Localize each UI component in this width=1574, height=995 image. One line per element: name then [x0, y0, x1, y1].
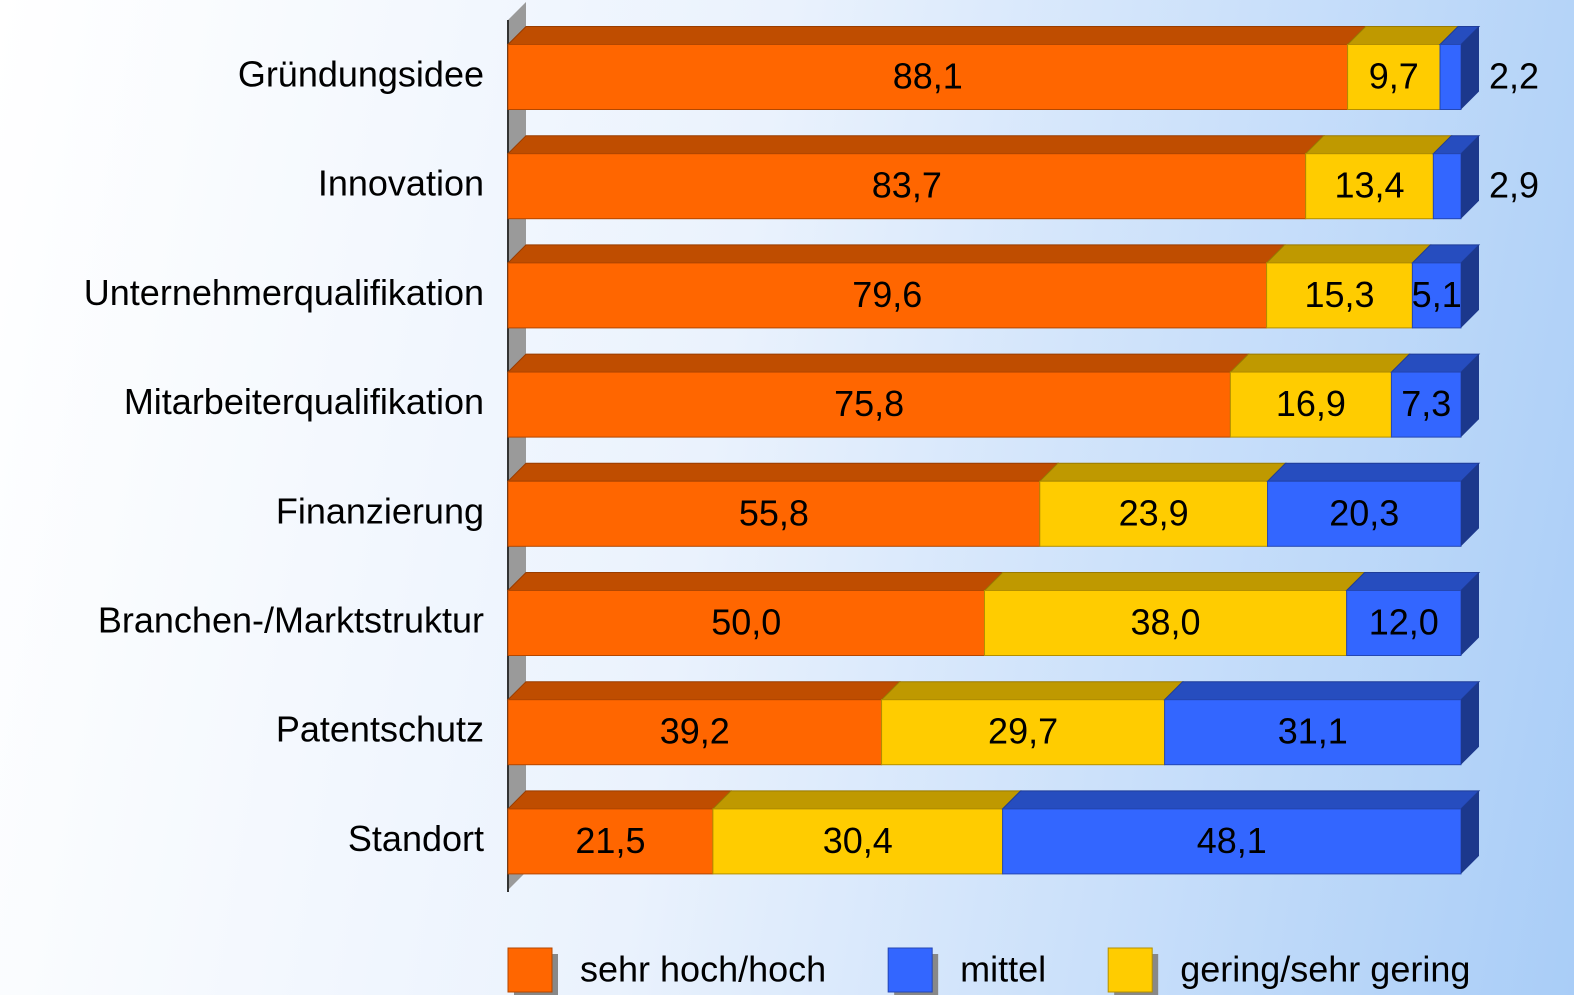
data-label: 2,9	[1489, 165, 1539, 206]
data-label: 2,2	[1489, 56, 1539, 97]
bar	[1411, 262, 1462, 329]
bar-top	[1038, 462, 1287, 482]
bar-top	[880, 681, 1184, 701]
data-label: 39,2	[660, 711, 730, 752]
bar	[1039, 480, 1269, 547]
bar-side	[1461, 354, 1479, 438]
y-tick-label: Patentschutz	[276, 709, 484, 750]
data-label: 23,9	[1119, 492, 1189, 533]
bar-top	[506, 26, 1367, 45]
legend-swatch	[1107, 947, 1153, 993]
legend-label: sehr hoch/hoch	[580, 949, 826, 990]
bar-top	[506, 135, 1325, 155]
bar-side	[1461, 790, 1479, 874]
data-label: 38,0	[1131, 602, 1201, 643]
data-label: 21,5	[575, 820, 645, 861]
y-tick-label: Innovation	[318, 163, 484, 204]
bar	[1002, 808, 1462, 875]
data-label: 75,8	[834, 383, 904, 424]
data-label: 16,9	[1276, 383, 1346, 424]
data-label: 88,1	[893, 56, 963, 97]
bar-side	[1461, 572, 1479, 656]
bar-top	[1266, 462, 1481, 482]
bar-side	[1461, 135, 1479, 219]
bar	[507, 590, 985, 656]
bar-top	[983, 572, 1366, 591]
bar-top	[1265, 244, 1432, 264]
bar-top	[1345, 572, 1481, 591]
bar-side	[1461, 244, 1479, 328]
legend-swatch	[887, 947, 933, 993]
bar	[881, 699, 1166, 766]
bar-top	[1163, 681, 1481, 701]
y-tick-label: Finanzierung	[276, 490, 484, 531]
bar	[1390, 371, 1462, 438]
bar	[507, 44, 1349, 110]
data-label: 7,3	[1401, 383, 1451, 424]
data-label: 50,0	[711, 602, 781, 643]
y-tick-label: Gründungsidee	[238, 54, 484, 95]
bar	[507, 480, 1041, 547]
data-label: 15,3	[1304, 274, 1374, 315]
bar	[507, 371, 1231, 438]
data-label: 31,1	[1278, 711, 1348, 752]
data-label: 29,7	[988, 711, 1058, 752]
axis-wall	[508, 2, 526, 890]
bar-top	[506, 572, 1004, 591]
bar	[1432, 153, 1462, 220]
data-label: 30,4	[823, 820, 893, 861]
data-label: 20,3	[1329, 492, 1399, 533]
data-label: 12,0	[1369, 602, 1439, 643]
bar-side	[1461, 681, 1479, 765]
bar-top	[1304, 135, 1453, 155]
bar	[1266, 262, 1413, 329]
bar	[1347, 44, 1441, 110]
data-label: 13,4	[1334, 165, 1404, 206]
bar-top	[506, 681, 901, 701]
bar	[507, 153, 1307, 220]
bar	[1229, 371, 1392, 438]
bar-top	[506, 244, 1286, 264]
bar-top	[506, 790, 733, 810]
bar-top	[1346, 26, 1460, 45]
bar	[1346, 590, 1462, 656]
bar	[1439, 44, 1462, 110]
bar-top	[1001, 790, 1481, 810]
legend-swatch	[507, 947, 553, 993]
data-label: 83,7	[872, 165, 942, 206]
bar	[984, 590, 1348, 656]
y-tick-label: Standort	[348, 818, 484, 859]
y-tick-label: Branchen-/Marktstruktur	[98, 600, 484, 641]
bar-top	[1229, 353, 1411, 373]
y-tick-label: Mitarbeiterqualifikation	[124, 381, 484, 422]
bar-side	[1461, 26, 1479, 110]
bar-side	[1461, 463, 1479, 547]
data-label: 5,1	[1412, 274, 1462, 315]
data-label: 55,8	[739, 492, 809, 533]
y-tick-label: Unternehmerqualifikation	[84, 272, 484, 313]
legend-label: mittel	[960, 949, 1046, 990]
bar	[507, 262, 1268, 329]
data-label: 9,7	[1369, 56, 1419, 97]
data-label: 79,6	[852, 274, 922, 315]
bar	[1267, 480, 1462, 547]
legend-label: gering/sehr gering	[1180, 949, 1470, 990]
bar-top	[711, 790, 1022, 810]
data-label: 48,1	[1197, 820, 1267, 861]
bar	[1164, 699, 1462, 766]
bar	[712, 808, 1004, 875]
bar-top	[506, 353, 1250, 373]
bar-top	[506, 462, 1059, 482]
